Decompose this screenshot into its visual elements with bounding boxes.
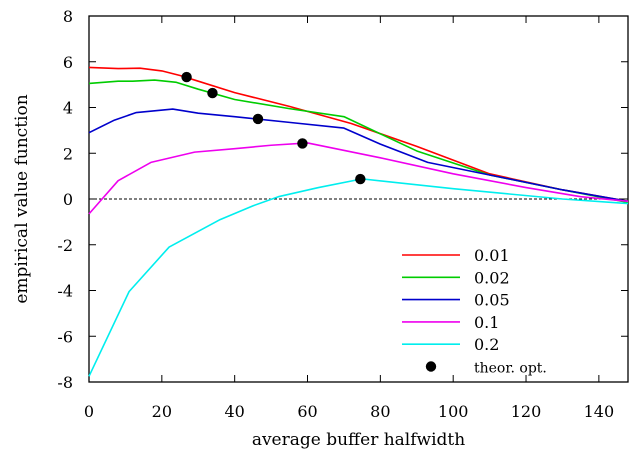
x-tick-label: 140 xyxy=(584,402,615,421)
x-tick-label: 60 xyxy=(297,402,317,421)
theor-opt-point xyxy=(181,71,192,83)
series-line-0.01 xyxy=(88,66,629,203)
series-line-0.05 xyxy=(88,108,629,203)
y-tick-label: 2 xyxy=(63,144,73,163)
y-tick-label: 4 xyxy=(63,99,73,118)
legend-label: 0.05 xyxy=(474,291,510,310)
series-lines xyxy=(88,66,629,377)
y-tick-label: 0 xyxy=(63,190,73,209)
legend-marker xyxy=(425,361,437,372)
y-tick-label: -4 xyxy=(57,282,73,301)
theoretical-optimum-markers xyxy=(181,71,366,185)
x-tick-label: 0 xyxy=(84,402,94,421)
legend-label: 0.02 xyxy=(474,268,510,287)
theor-opt-point xyxy=(297,138,308,149)
legend-label: 0.2 xyxy=(474,335,499,354)
x-tick-label: 120 xyxy=(511,402,542,421)
y-tick-label: -8 xyxy=(57,373,73,392)
legend: 0.01 0.02 0.05 0.1 0.2 theor. opt. xyxy=(402,246,547,377)
legend-label: 0.01 xyxy=(474,246,510,265)
theor-opt-point xyxy=(252,113,264,125)
x-tick-label: 100 xyxy=(438,402,469,421)
series-line-0.02 xyxy=(88,79,629,204)
theor-opt-point xyxy=(207,87,218,99)
x-tick-label: 20 xyxy=(152,402,172,421)
y-tick-label: 6 xyxy=(63,53,73,72)
y-axis-title: empirical value function xyxy=(12,94,32,303)
theor-opt-point xyxy=(355,173,366,185)
series-line-0.2 xyxy=(88,178,629,377)
y-tick-label: -6 xyxy=(57,327,73,346)
x-tick-label: 80 xyxy=(370,402,390,421)
x-axis-title: average buffer halfwidth xyxy=(252,430,465,450)
legend-label: 0.1 xyxy=(474,313,499,332)
y-tick-label: 8 xyxy=(63,7,73,26)
y-tick-label: -2 xyxy=(57,236,73,255)
legend-label: theor. opt. xyxy=(474,361,547,377)
x-tick-label: 40 xyxy=(224,402,244,421)
series-line-0.1 xyxy=(88,142,629,215)
axis-ticks: 0 20 40 60 80 100 120 140 -8 -6 -4 -2 0 2 4 6 8 xyxy=(57,7,628,421)
